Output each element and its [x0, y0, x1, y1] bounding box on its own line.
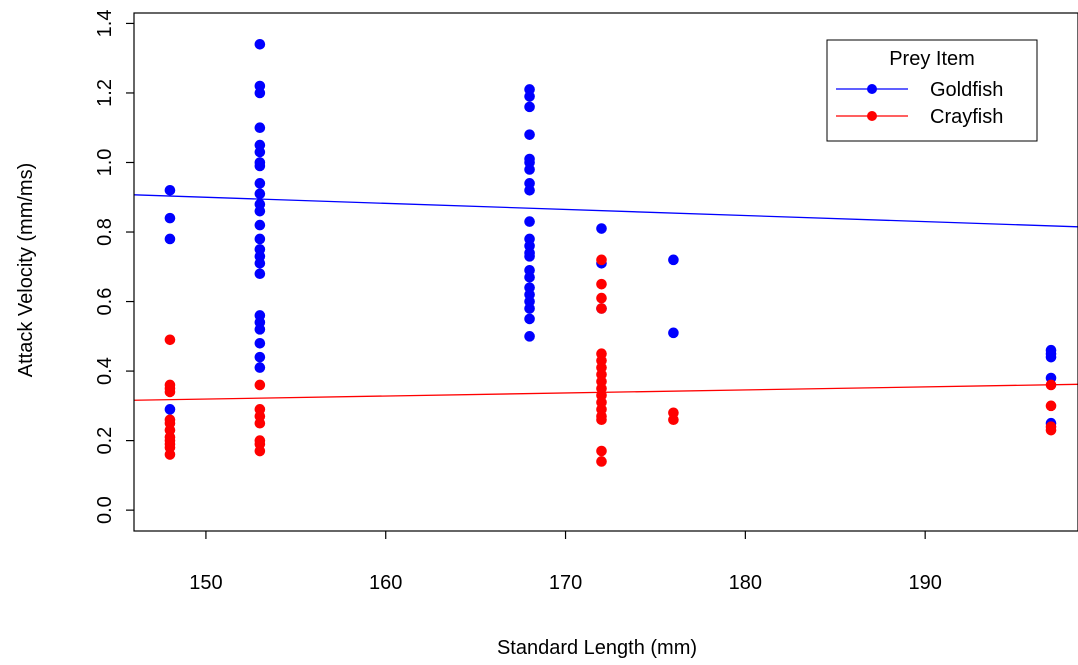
plot-frame: [133, 12, 1078, 532]
crayfish-point: [254, 445, 266, 457]
crayfish-point: [164, 386, 176, 398]
goldfish-point: [164, 233, 176, 245]
goldfish-point: [254, 258, 266, 269]
x-axis: 150 160 170 180 190: [189, 531, 942, 594]
crayfish-point: [254, 379, 266, 391]
goldfish-point: [164, 185, 176, 196]
goldfish-point: [524, 91, 535, 102]
legend-crayfish-marker: [867, 111, 877, 121]
goldfish-point: [1045, 351, 1057, 363]
crayfish-point: [164, 334, 176, 346]
goldfish-point: [254, 205, 266, 217]
legend-box: [826, 39, 1038, 142]
goldfish-point: [524, 164, 535, 175]
x-tick-label: 190: [908, 572, 941, 594]
crayfish-point: [1045, 400, 1057, 412]
goldfish-point: [524, 331, 535, 342]
y-axis: 0.0 0.2 0.4 0.6 0.8 1.0 1.2 1.4: [94, 10, 134, 524]
crayfish-point: [596, 414, 607, 426]
goldfish-point: [254, 146, 266, 158]
crayfish-point: [164, 449, 176, 460]
x-tick-label: 160: [369, 572, 402, 594]
goldfish-point: [254, 268, 266, 280]
goldfish-point: [524, 216, 535, 227]
goldfish-point: [668, 254, 679, 266]
goldfish-point: [668, 327, 679, 339]
y-axis-title: Attack Velocity (mm/ms): [15, 163, 37, 377]
crayfish-point: [668, 414, 679, 426]
legend-title: Prey Item: [889, 48, 975, 70]
x-tick-label: 150: [189, 572, 222, 594]
legend-goldfish-marker: [867, 84, 877, 94]
crayfish-point: [596, 278, 607, 290]
goldfish-point: [524, 185, 535, 196]
goldfish-point: [164, 404, 176, 415]
fit-lines: [133, 194, 1078, 401]
goldfish-point: [254, 324, 266, 335]
legend: Prey Item Goldfish Crayfish: [826, 39, 1038, 142]
y-tick-label: 0.2: [94, 427, 116, 455]
y-tick-label: 0.4: [94, 357, 116, 385]
y-tick-label: 0.8: [94, 218, 116, 246]
goldfish-point: [254, 362, 266, 373]
goldfish-point: [254, 38, 266, 50]
crayfish-point: [254, 417, 266, 429]
goldfish-fit-line: [133, 194, 1078, 228]
x-axis-title: Standard Length (mm): [497, 637, 697, 659]
goldfish-point: [524, 271, 535, 283]
data-points: [164, 38, 1057, 467]
goldfish-point: [254, 87, 266, 99]
goldfish-point: [164, 212, 176, 224]
goldfish-point: [524, 313, 535, 325]
goldfish-point: [254, 351, 266, 363]
crayfish-fit-line: [133, 383, 1078, 401]
y-tick-label: 1.0: [94, 149, 116, 177]
goldfish-point: [524, 129, 535, 140]
crayfish-point: [596, 456, 607, 467]
goldfish-point: [524, 101, 535, 113]
crayfish-point: [596, 254, 607, 266]
y-tick-label: 0.0: [94, 496, 116, 524]
goldfish-point: [254, 122, 266, 134]
crayfish-point: [596, 292, 607, 304]
y-tick-label: 1.2: [94, 79, 116, 107]
crayfish-point: [596, 303, 607, 314]
crayfish-point: [596, 445, 607, 457]
legend-goldfish-label: Goldfish: [930, 79, 1003, 101]
crayfish-point: [1045, 379, 1057, 391]
goldfish-point: [596, 223, 607, 234]
legend-crayfish-label: Crayfish: [930, 106, 1003, 128]
goldfish-point: [524, 303, 535, 314]
goldfish-point: [254, 160, 266, 172]
x-tick-label: 170: [549, 572, 582, 594]
goldfish-point: [254, 178, 266, 189]
goldfish-point: [524, 251, 535, 262]
goldfish-point: [254, 219, 266, 231]
goldfish-point: [254, 233, 266, 245]
y-tick-label: 0.6: [94, 288, 116, 316]
crayfish-point: [1045, 424, 1057, 436]
y-tick-label: 1.4: [94, 10, 116, 38]
x-tick-label: 180: [729, 572, 762, 594]
goldfish-point: [254, 337, 266, 349]
goldfish-point: [254, 188, 266, 200]
